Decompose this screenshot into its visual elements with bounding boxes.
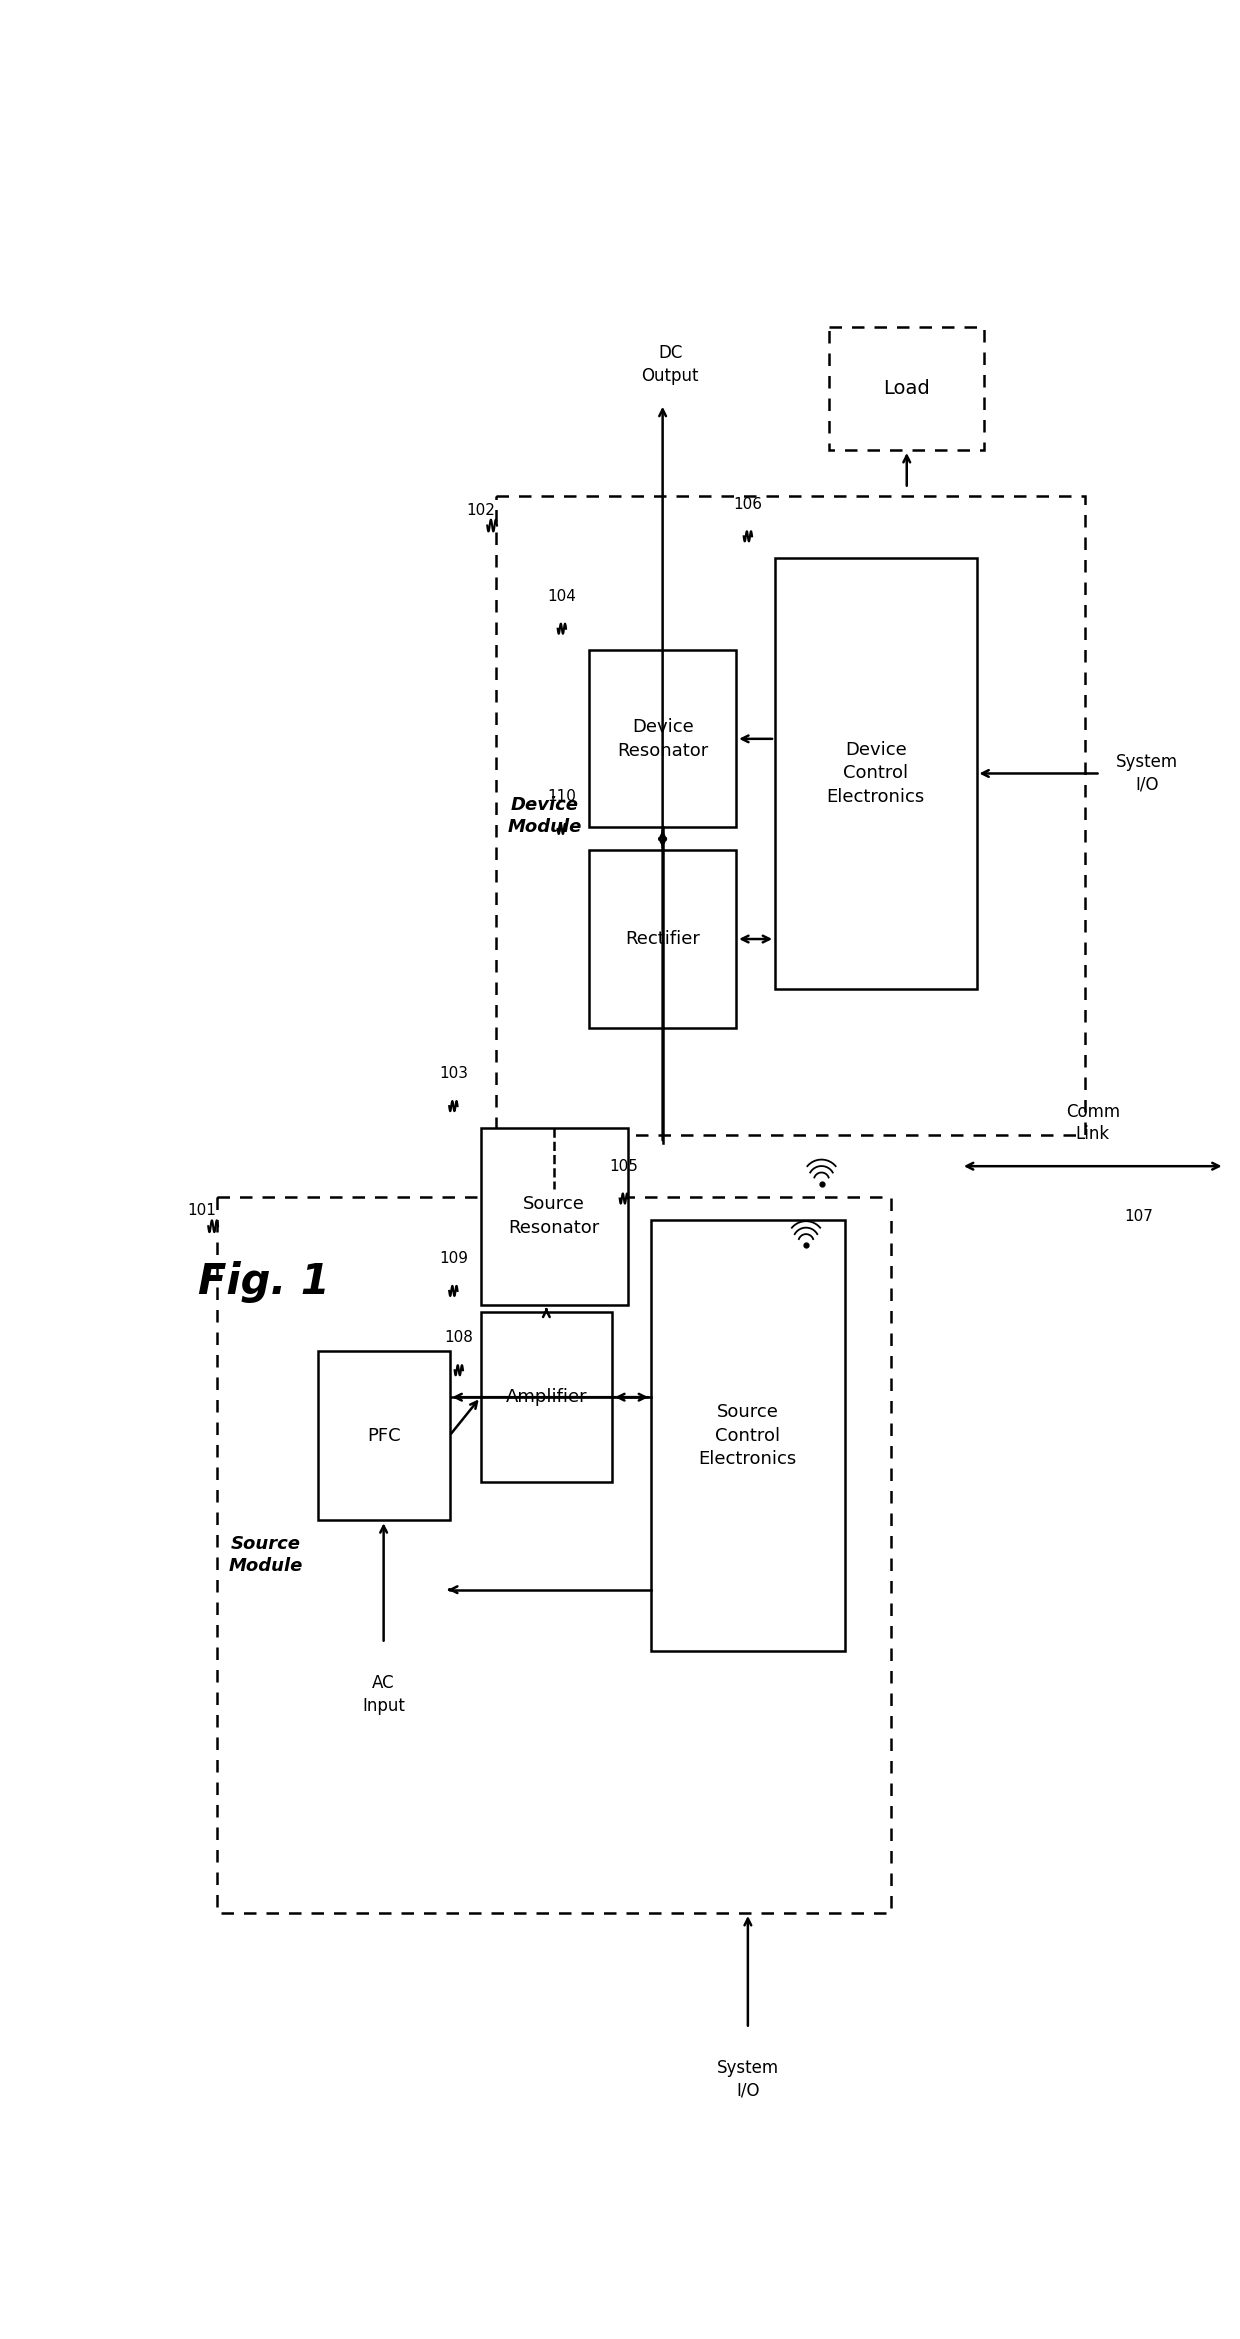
Text: Source
Module: Source Module: [228, 1534, 303, 1574]
Text: Fig. 1: Fig. 1: [197, 1261, 330, 1303]
Bar: [496, 496, 1085, 1134]
Text: DC
Output: DC Output: [641, 344, 699, 384]
Text: System
I/O: System I/O: [717, 2058, 779, 2100]
Text: 108: 108: [444, 1331, 474, 1345]
Text: Device
Module: Device Module: [507, 795, 582, 835]
Bar: [651, 1221, 844, 1651]
Bar: [217, 1198, 892, 1913]
Bar: [775, 559, 977, 989]
Text: 104: 104: [547, 589, 577, 603]
Text: 102: 102: [466, 503, 496, 517]
Text: Amplifier: Amplifier: [506, 1387, 588, 1406]
Bar: [589, 851, 737, 1027]
Text: Source
Resonator: Source Resonator: [508, 1195, 600, 1237]
Text: 110: 110: [547, 788, 577, 805]
Text: 105: 105: [609, 1158, 639, 1174]
Bar: [830, 327, 985, 449]
Bar: [481, 1312, 613, 1483]
Bar: [589, 650, 737, 828]
Text: 106: 106: [733, 496, 763, 512]
Text: Device
Resonator: Device Resonator: [618, 718, 708, 760]
Text: Comm
Link: Comm Link: [1065, 1104, 1120, 1144]
Text: 109: 109: [439, 1251, 467, 1265]
Text: Device
Control
Electronics: Device Control Electronics: [827, 741, 925, 807]
Text: Rectifier: Rectifier: [625, 931, 701, 947]
Text: AC
Input: AC Input: [362, 1675, 405, 1714]
Text: 107: 107: [1125, 1209, 1153, 1223]
Text: 103: 103: [439, 1067, 467, 1081]
Bar: [317, 1352, 449, 1520]
Text: System
I/O: System I/O: [1116, 753, 1178, 793]
Text: Load: Load: [883, 379, 930, 398]
Text: 101: 101: [187, 1202, 217, 1219]
Bar: [481, 1127, 627, 1305]
Text: PFC: PFC: [367, 1427, 401, 1446]
Text: Source
Control
Electronics: Source Control Electronics: [699, 1403, 797, 1469]
